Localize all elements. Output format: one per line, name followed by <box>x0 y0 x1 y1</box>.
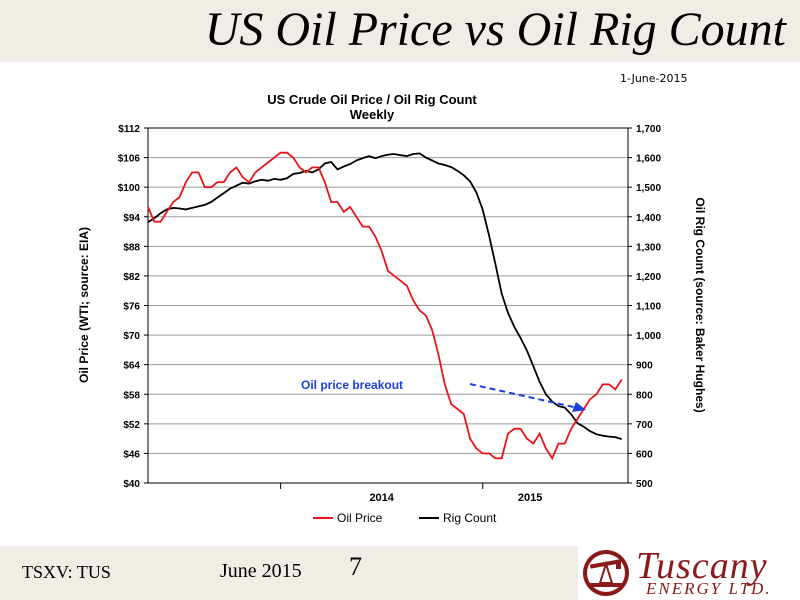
x-axis-ticks: 2014 2015 <box>280 483 542 504</box>
y-tick-label: $94 <box>123 213 140 224</box>
left-axis-ticks: $40 $46 $52 $58 $64 $70 $76 $82 $88 $94 $100 $106 $1… <box>118 124 148 490</box>
y2-tick-label: 1,000 <box>636 331 661 342</box>
y2-tick-label: 1,400 <box>636 213 661 224</box>
y-tick-label: $88 <box>123 242 140 253</box>
y2-tick-label: 1,500 <box>636 183 661 194</box>
y2-tick-label: 900 <box>636 361 653 372</box>
y2-axis-label: Oil Rig Count (source: Baker Hughes) <box>693 197 707 412</box>
rig-count-line <box>147 152 622 441</box>
y-tick-label: $76 <box>123 302 140 313</box>
oil-price-line <box>147 151 623 461</box>
y-tick-label: $106 <box>118 154 141 165</box>
y-tick-label: $40 <box>123 479 140 490</box>
right-axis-ticks: 500 600 700 800 900 1,000 1,100 1,200 1,300 1,400… <box>628 124 661 490</box>
slide-date: 1-June-2015 <box>620 72 688 85</box>
y-tick-label: $100 <box>118 183 141 194</box>
legend-oil-price-label: Oil Price <box>337 511 383 525</box>
y2-tick-label: 1,300 <box>636 242 661 253</box>
chart-title: US Crude Oil Price / Oil Rig Count <box>267 92 477 107</box>
y-tick-label: $70 <box>123 331 140 342</box>
y2-tick-label: 1,100 <box>636 302 661 313</box>
y2-tick-label: 1,200 <box>636 272 661 283</box>
x-tick-label: 2014 <box>369 492 394 504</box>
breakout-arrow <box>469 383 579 409</box>
y-tick-label: $64 <box>123 361 140 372</box>
legend: Oil Price Rig Count <box>313 511 497 525</box>
breakout-arrow-head <box>572 402 586 412</box>
y-tick-label: $82 <box>123 272 140 283</box>
grid-lines <box>148 157 628 454</box>
y2-tick-label: 1,600 <box>636 154 661 165</box>
y-tick-label: $52 <box>123 420 140 431</box>
x-tick-label: 2015 <box>518 492 542 504</box>
y-axis-label: Oil Price (WTI; source: EIA) <box>77 227 91 383</box>
title-band: US Oil Price vs Oil Rig Count <box>0 0 800 62</box>
legend-rig-count-label: Rig Count <box>443 511 497 525</box>
slide-title: US Oil Price vs Oil Rig Count <box>204 3 786 56</box>
page-number: 7 <box>349 552 362 581</box>
y2-tick-label: 800 <box>636 390 653 401</box>
y2-tick-label: 1,700 <box>636 124 661 135</box>
chart-subtitle: Weekly <box>350 107 395 122</box>
y-tick-label: $112 <box>118 124 140 135</box>
plot-frame <box>147 127 629 484</box>
footer-date: June 2015 <box>220 560 302 582</box>
y2-tick-label: 600 <box>636 449 653 460</box>
pumpjack-logo-icon <box>583 550 629 596</box>
breakout-annotation: Oil price breakout <box>301 378 403 392</box>
y-tick-label: $58 <box>123 390 140 401</box>
logo-name: Tuscany <box>636 545 768 587</box>
y-tick-label: $46 <box>123 449 140 460</box>
y2-tick-label: 500 <box>636 479 653 490</box>
footer-ticker: TSXV: TUS <box>22 562 111 582</box>
company-logo: Tuscany ENERGY LTD. <box>578 545 800 600</box>
oil-price-rig-count-chart: US Crude Oil Price / Oil Rig Count Weekl… <box>77 92 707 525</box>
y2-tick-label: 700 <box>636 420 653 431</box>
logo-subtitle: ENERGY LTD. <box>646 579 772 598</box>
